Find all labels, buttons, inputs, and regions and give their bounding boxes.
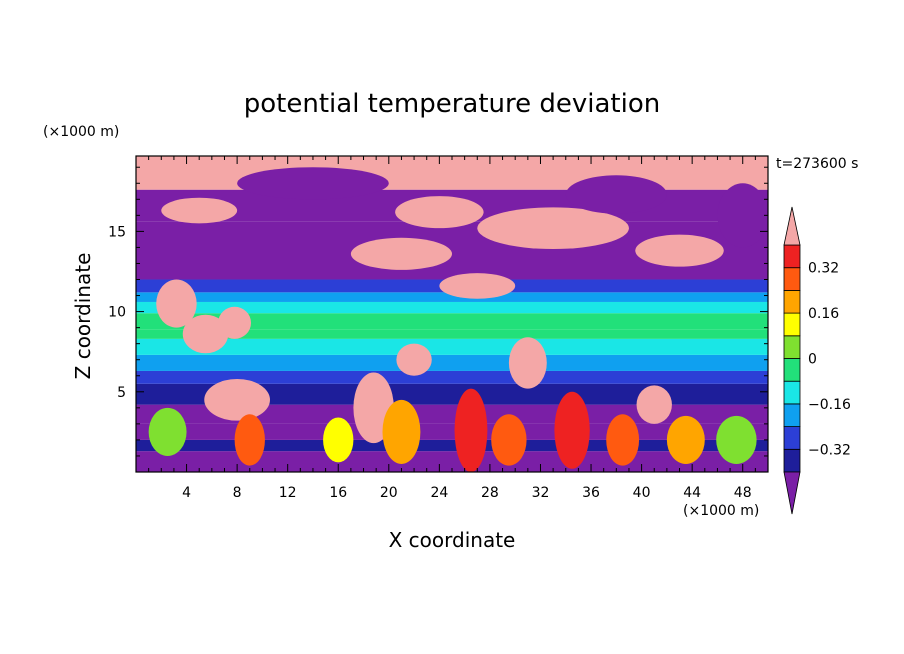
colorbar-tick-label: −0.32	[808, 442, 851, 458]
field-band	[136, 156, 768, 190]
y-tick-label: 15	[108, 224, 126, 240]
x-axis-label: X coordinate	[389, 528, 516, 552]
colorbar-swatch	[783, 358, 801, 382]
field-blob	[161, 197, 238, 224]
y-axis-label: Z coordinate	[71, 253, 95, 380]
field-band	[136, 338, 768, 355]
x-tick-label: 36	[582, 485, 600, 501]
field-band	[136, 329, 768, 339]
colorbar-swatch	[783, 244, 801, 269]
x-unit-label: (×1000 m)	[683, 503, 759, 519]
field-band	[136, 292, 768, 302]
colorbar-swatch	[783, 312, 801, 337]
x-tick-label: 20	[380, 485, 398, 501]
field-band	[136, 301, 768, 314]
x-tick-label: 28	[481, 485, 499, 501]
colorbar-over-triangle	[783, 206, 801, 246]
y-unit-label: (×1000 m)	[43, 124, 119, 140]
field-blob	[382, 399, 421, 464]
colorbar-swatch	[783, 380, 801, 405]
x-tick-label: 32	[532, 485, 550, 501]
colorbar-swatch	[783, 403, 801, 427]
colorbar-swatch	[783, 335, 801, 359]
x-tick-label: 12	[279, 485, 297, 501]
field-blob	[350, 237, 452, 270]
contour-field	[136, 156, 768, 472]
x-tick-label: 4	[182, 485, 191, 501]
field-blob	[565, 175, 667, 214]
field-blob	[439, 273, 516, 299]
x-tick-label: 8	[233, 485, 242, 501]
field-blob	[716, 415, 757, 464]
field-blob	[148, 407, 187, 456]
x-tick-label: 16	[329, 485, 347, 501]
field-blob	[204, 378, 270, 421]
field-blob	[491, 414, 527, 466]
colorbar-tick-label: −0.16	[808, 397, 851, 413]
field-blob	[237, 167, 389, 200]
x-tick-label: 40	[633, 485, 651, 501]
colorbar-swatch	[783, 267, 801, 291]
field-blob	[635, 234, 724, 267]
field-band	[136, 354, 768, 371]
field-band	[136, 383, 768, 405]
field-blob	[477, 207, 629, 250]
field-blob	[606, 414, 640, 466]
colorbar-swatch	[783, 289, 801, 314]
colorbar-under-triangle	[783, 471, 801, 515]
y-axis: 5 10 15	[108, 166, 768, 457]
colorbar-tick-label: 0.16	[808, 306, 839, 322]
field-blob	[454, 388, 488, 472]
field-blob	[396, 343, 432, 376]
field-blob	[666, 415, 705, 464]
field-blob	[554, 391, 590, 469]
field-blob	[156, 279, 197, 328]
y-tick-label: 5	[117, 385, 126, 401]
field-blob	[636, 385, 672, 424]
field-blob	[182, 314, 229, 354]
colorbar-tick-label: 0	[808, 352, 817, 368]
y-tick-label: 10	[108, 305, 126, 321]
time-label: t=273600 s	[776, 156, 858, 172]
field-blob	[323, 417, 354, 463]
field-blob	[508, 337, 547, 389]
colorbar-swatch	[783, 426, 801, 450]
x-tick-label: 48	[734, 485, 752, 501]
field-blob	[717, 183, 768, 248]
colorbar-tick-label: 0.32	[808, 261, 839, 277]
x-tick-label: 24	[430, 485, 448, 501]
field-band	[136, 404, 768, 424]
field-band	[136, 313, 768, 330]
field-band	[136, 451, 768, 472]
x-tick-label: 44	[683, 485, 701, 501]
field-blob	[234, 414, 265, 466]
field-band	[136, 370, 768, 384]
colorbar: 0.32 0.16 0 −0.16 −0.32	[783, 206, 851, 515]
chart-title: potential temperature deviation	[244, 89, 660, 119]
field-band	[136, 439, 768, 452]
colorbar-swatch	[783, 448, 801, 473]
field-blob	[395, 196, 484, 229]
field-blob	[218, 306, 252, 339]
x-axis: 4 8 12 16 20 24 28 32 36 40 44 48	[148, 156, 756, 501]
